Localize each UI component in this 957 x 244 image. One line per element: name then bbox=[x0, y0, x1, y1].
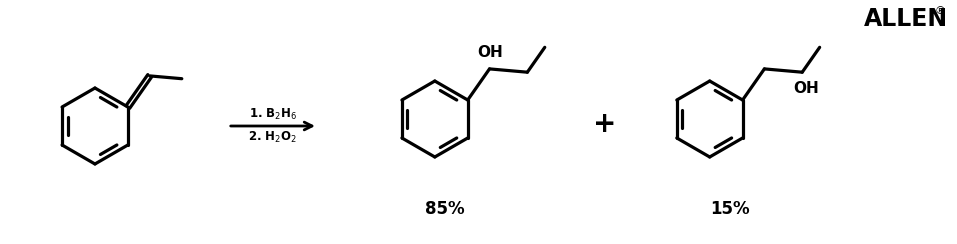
Text: 85%: 85% bbox=[425, 200, 465, 218]
Text: OH: OH bbox=[793, 81, 819, 96]
Text: +: + bbox=[593, 110, 616, 138]
Text: 1. B$_2$H$_6$: 1. B$_2$H$_6$ bbox=[249, 107, 297, 122]
Text: 2. H$_2$O$_2$: 2. H$_2$O$_2$ bbox=[249, 130, 298, 145]
Text: ALLEN: ALLEN bbox=[863, 7, 947, 31]
Text: OH: OH bbox=[478, 45, 503, 60]
Text: 15%: 15% bbox=[710, 200, 749, 218]
Text: ®: ® bbox=[934, 6, 946, 16]
